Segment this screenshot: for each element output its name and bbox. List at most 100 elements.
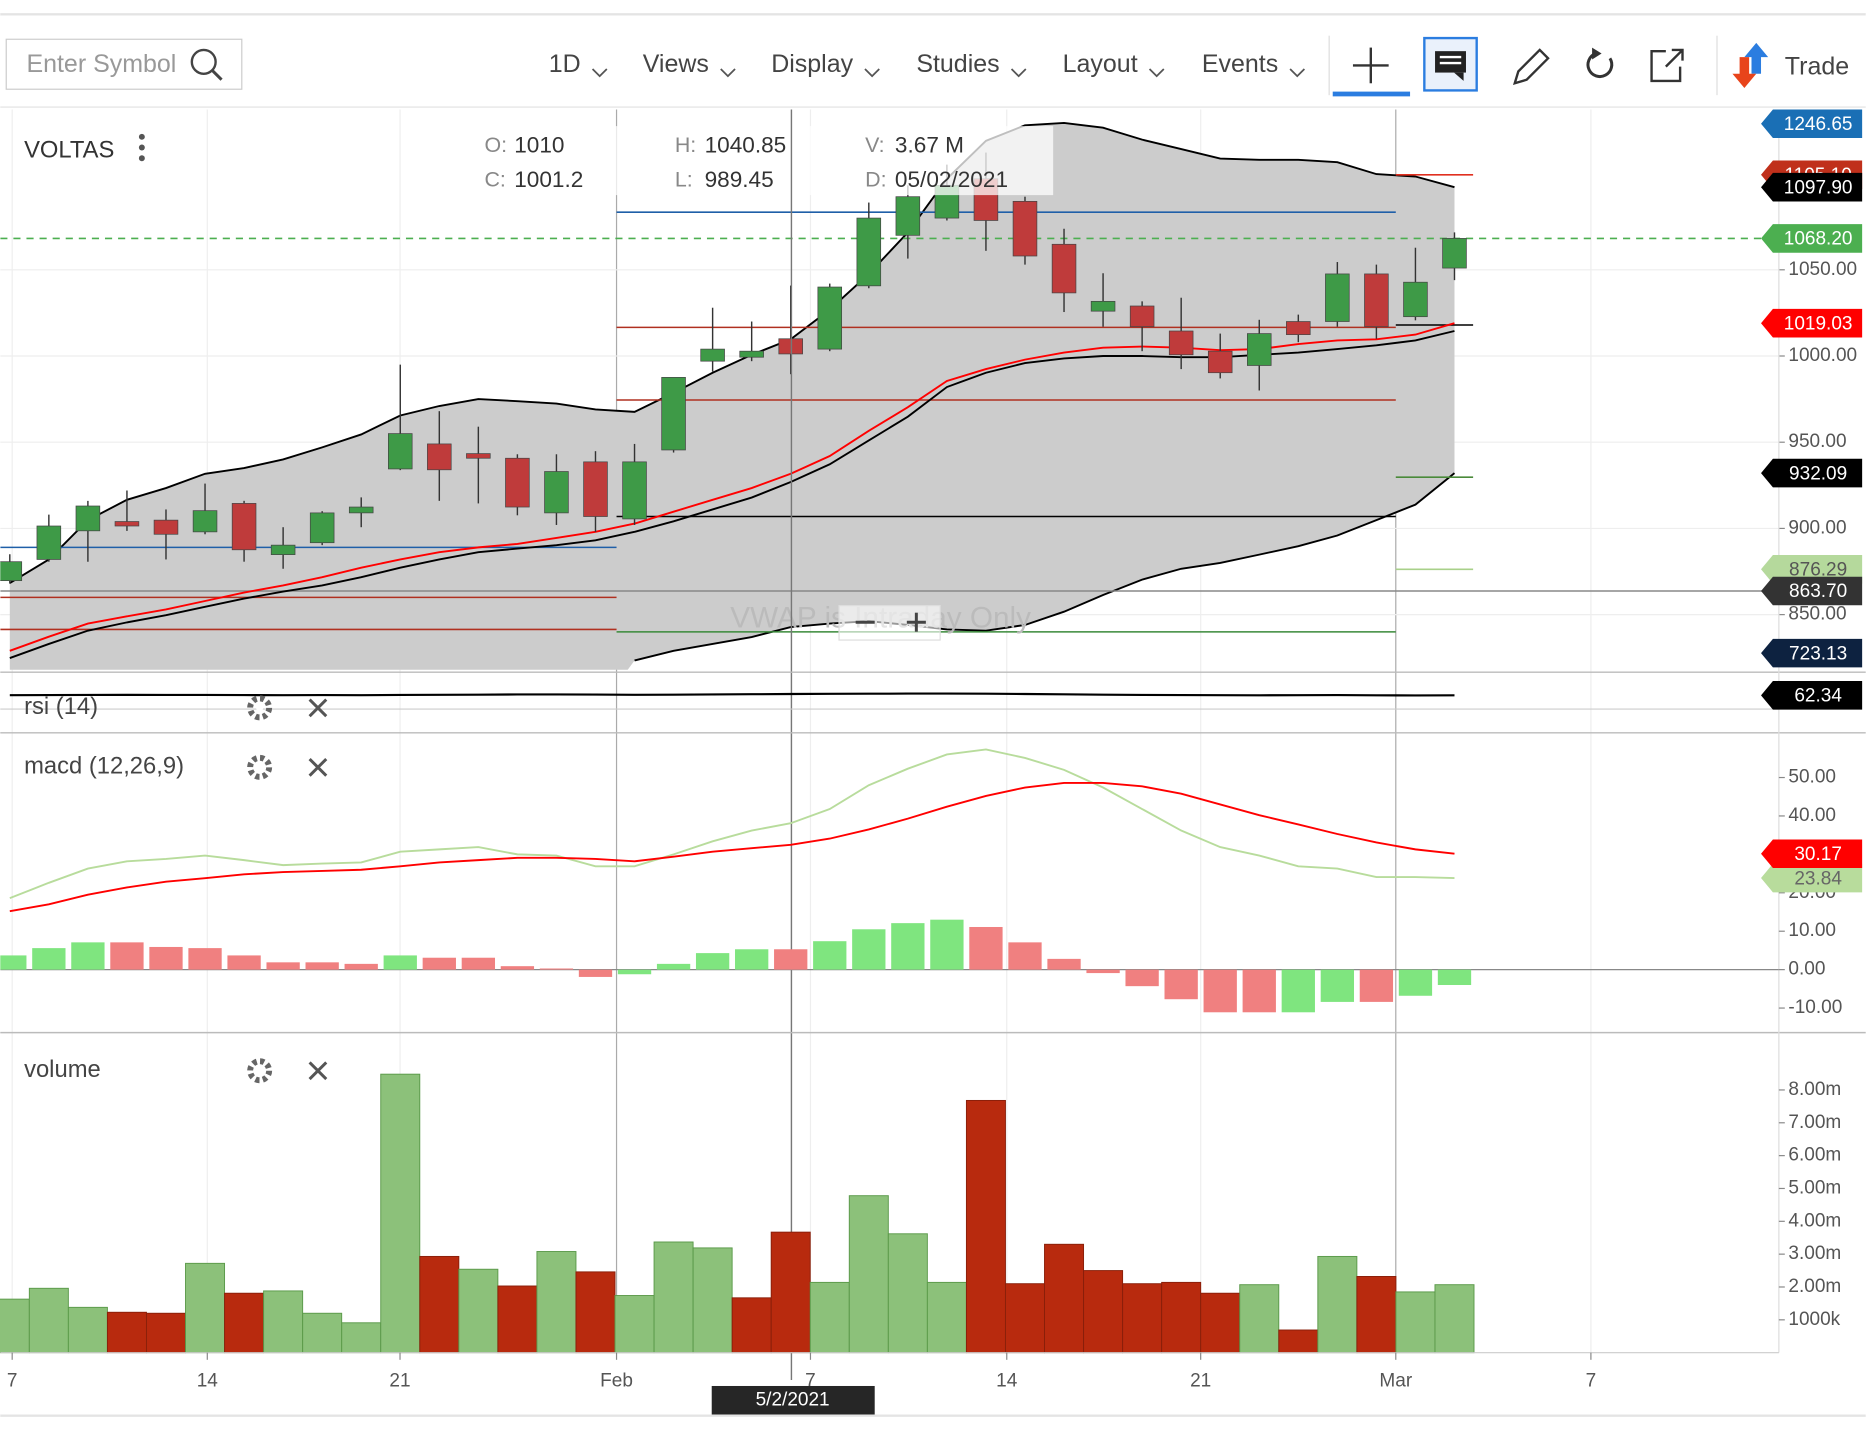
candle-body <box>1442 238 1467 269</box>
popout-tool[interactable] <box>1650 49 1682 83</box>
price-tag <box>1761 681 1863 710</box>
volume-bar <box>1122 1283 1163 1354</box>
ohlc-value: 1001.2 <box>514 167 583 192</box>
trade-button[interactable]: Trade <box>1785 52 1849 80</box>
price-tag-label: 62.34 <box>1794 686 1842 707</box>
candle-body <box>856 217 882 287</box>
candle-body <box>75 505 101 532</box>
candle-body <box>895 196 921 236</box>
volume-bar <box>224 1292 265 1354</box>
volume-bar <box>0 1298 30 1354</box>
close-icon[interactable] <box>308 757 328 777</box>
menus: 1D Views Display Studies Layout Events <box>549 50 1306 78</box>
settings-icon[interactable] <box>247 695 273 721</box>
price-tag <box>1761 308 1863 338</box>
y-tick-label: 5.00m <box>1788 1178 1841 1199</box>
close-icon[interactable] <box>308 1061 328 1081</box>
volume-bar <box>926 1281 967 1354</box>
y-tick-label: 1050.00 <box>1788 259 1857 280</box>
menu-item[interactable]: Views <box>643 50 709 78</box>
ohlc-key: D: <box>865 167 886 191</box>
histogram-bar <box>0 955 27 970</box>
histogram-bar <box>383 955 417 970</box>
volume-bar <box>731 1297 772 1354</box>
x-tick-label: 7 <box>7 1370 18 1391</box>
menu-item[interactable]: Studies <box>916 50 999 78</box>
candle-body <box>544 471 569 514</box>
search-icon[interactable] <box>190 48 217 75</box>
menu-chevron <box>1010 68 1027 78</box>
y-tick-label: 6.00m <box>1788 1145 1841 1166</box>
price-tag-label: 23.84 <box>1794 868 1842 889</box>
candle-body <box>622 461 647 520</box>
price-tag-label: 1097.90 <box>1784 177 1853 198</box>
histogram-bar <box>266 962 300 970</box>
candle-body <box>1247 333 1272 366</box>
y-tick-label: 3.00m <box>1788 1243 1841 1264</box>
volume-bar <box>536 1251 577 1354</box>
y-tick-label: 4.00m <box>1788 1210 1841 1231</box>
chart-area: 1050.00 1000.00 950.00 900.00 850.00 ZERODHAV… <box>0 109 1866 1417</box>
comment-icon-tail <box>1454 72 1464 81</box>
ohlc-value: 3.67 M <box>895 132 964 157</box>
settings-icon[interactable] <box>247 754 273 780</box>
candle-body <box>0 561 23 582</box>
x-tick-label: Feb <box>600 1370 633 1391</box>
candle-body <box>700 348 725 362</box>
volume-bar <box>887 1233 928 1354</box>
menu-chevron <box>1289 68 1306 78</box>
search-icon-handle <box>211 69 223 81</box>
menu-item[interactable]: Events <box>1202 50 1278 78</box>
symbol-search[interactable] <box>5 38 243 90</box>
sell-arrow <box>1732 57 1757 89</box>
histogram-bar <box>1398 969 1433 996</box>
histogram-bar <box>227 955 261 970</box>
draw-tool[interactable] <box>1512 48 1550 86</box>
histogram-bar <box>1320 969 1355 1002</box>
settings-icon[interactable] <box>247 1058 273 1084</box>
price-panel: ZERODHAVWAP is Intraday Only <box>0 121 1779 670</box>
volume-bar <box>1044 1243 1085 1354</box>
ohlc-value: 1010 <box>514 132 564 157</box>
reset-tool[interactable] <box>1586 52 1614 79</box>
histogram-bar <box>656 963 691 970</box>
histogram-bar <box>1125 969 1159 987</box>
menu-dot[interactable] <box>138 133 145 140</box>
ohlc-box <box>455 126 1054 196</box>
y-tick-label: 950.00 <box>1788 431 1846 452</box>
histogram-bar <box>1281 969 1315 1013</box>
volume-bar <box>1200 1292 1241 1354</box>
candle-body <box>114 521 140 527</box>
candle-body <box>153 519 179 535</box>
volume-bar <box>1317 1255 1358 1354</box>
y-tick-label: 2.00m <box>1788 1276 1841 1297</box>
ohlc-value: 1040.85 <box>705 132 787 157</box>
candle-body <box>1207 350 1233 374</box>
volume-bar <box>965 1099 1006 1354</box>
histogram-bar <box>422 957 456 970</box>
crosshair-date: 5/2/2021 <box>756 1389 830 1410</box>
menu-item[interactable]: 1D <box>549 50 581 78</box>
volume-bar <box>146 1312 186 1354</box>
price-tag <box>1761 576 1863 606</box>
menu-item[interactable]: Layout <box>1063 50 1138 78</box>
volume-bar <box>1239 1284 1280 1354</box>
ohlc-key: O: <box>484 133 507 157</box>
menu-item[interactable]: Display <box>771 50 853 78</box>
price-tag <box>1761 839 1863 868</box>
comment-tool[interactable] <box>1423 36 1478 92</box>
histogram-bar <box>617 969 652 975</box>
crosshair-date-tag <box>711 1385 875 1415</box>
ohlc-key: H: <box>675 133 696 157</box>
histogram-bar <box>1437 969 1472 986</box>
price-tag-label: 863.70 <box>1789 581 1847 602</box>
close-icon[interactable] <box>308 698 328 718</box>
histogram-bar <box>1047 958 1081 970</box>
macd-panel <box>0 748 1779 1013</box>
histogram-bar <box>71 942 105 970</box>
y-tick-label: 40.00 <box>1788 805 1836 826</box>
histogram-bar <box>305 962 339 970</box>
settings-icon-hole <box>256 704 264 712</box>
y-tick-label: 8.00m <box>1788 1079 1841 1100</box>
